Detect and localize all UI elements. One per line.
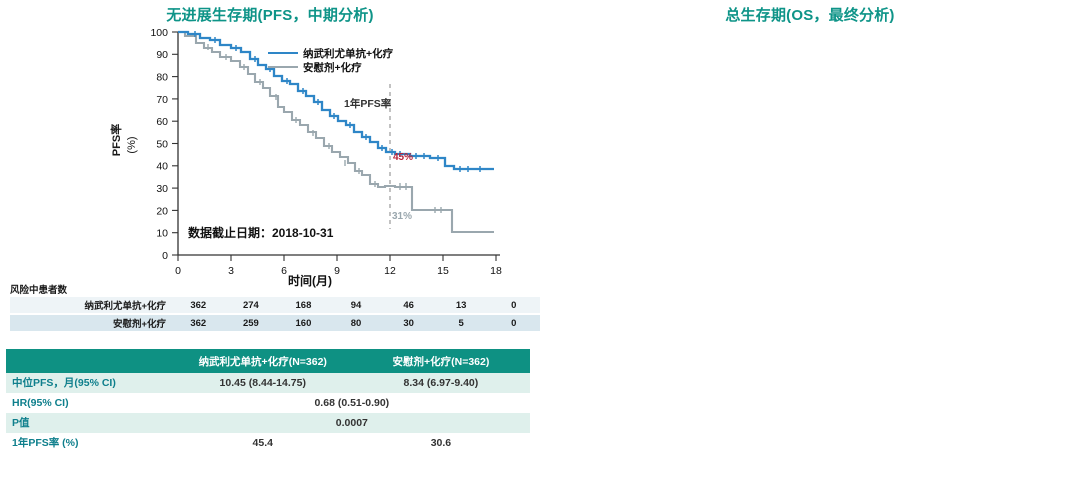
svg-text:0: 0 bbox=[175, 265, 181, 277]
risk-cell: 259 bbox=[242, 317, 259, 329]
svg-text:20: 20 bbox=[156, 205, 168, 217]
treatment-line-swatch bbox=[268, 52, 298, 54]
pfs-legend: 纳武利尤单抗+化疗 安慰剂+化疗 bbox=[268, 46, 393, 74]
svg-text:9: 9 bbox=[334, 265, 340, 277]
pfs-rate-control: 30.6 bbox=[351, 433, 530, 454]
risk-cell: 160 bbox=[295, 317, 312, 329]
risk-cell: 80 bbox=[350, 317, 362, 329]
risk-cell: 46 bbox=[403, 299, 414, 311]
pfs-risk-row-treatment: 纳武利尤单抗+化疗 362 274 168 94 46 13 0 bbox=[10, 297, 540, 313]
svg-text:50: 50 bbox=[156, 138, 168, 150]
pfs-legend-label-treatment: 纳武利尤单抗+化疗 bbox=[303, 47, 394, 60]
pfs-legend-label-control: 安慰剂+化疗 bbox=[303, 61, 362, 74]
risk-cell: 168 bbox=[295, 299, 312, 311]
pfs-summary-header-control: 安慰剂+化疗(N=362) bbox=[351, 349, 530, 373]
svg-text:10: 10 bbox=[156, 228, 168, 240]
control-line-swatch bbox=[268, 66, 298, 68]
svg-text:18: 18 bbox=[490, 265, 502, 277]
pfs-risk-values-control: 362 259 160 80 30 5 0 bbox=[172, 318, 540, 329]
pfs-risk-label-control: 安慰剂+化疗 bbox=[112, 319, 166, 330]
pfs-row-label-rate: 1年PFS率 (%) bbox=[6, 433, 174, 454]
svg-text:70: 70 bbox=[156, 94, 168, 106]
pfs-risk-row-control: 安慰剂+化疗 362 259 160 80 30 5 0 bbox=[10, 315, 540, 331]
pfs-summary-header-treatment: 纳武利尤单抗+化疗(N=362) bbox=[173, 349, 352, 373]
pfs-risk-table: 风险中患者数 纳武利尤单抗+化疗 362 274 168 94 46 13 0 … bbox=[10, 282, 540, 331]
risk-cell: 362 bbox=[190, 299, 207, 311]
pfs-chart-title: 无进展生存期(PFS，中期分析) bbox=[166, 7, 374, 24]
pfs-summary-header-blank bbox=[6, 349, 174, 373]
svg-text:0: 0 bbox=[162, 250, 168, 262]
pfs-x-axis-label: 时间(月) bbox=[288, 274, 332, 288]
pfs-summary-table: 纳武利尤单抗+化疗(N=362) 安慰剂+化疗(N=362) 中位PFS，月(9… bbox=[6, 349, 530, 454]
pfs-row-label-pvalue: P值 bbox=[6, 413, 174, 434]
svg-text:60: 60 bbox=[156, 116, 168, 128]
pfs-rate-treatment: 45.4 bbox=[173, 433, 352, 454]
pfs-row-label-hr: HR(95% CI) bbox=[6, 393, 174, 414]
pfs-summary-row-rate: 1年PFS率 (%) 45.4 30.6 bbox=[6, 433, 530, 454]
svg-text:6: 6 bbox=[281, 265, 287, 277]
risk-cell: 274 bbox=[242, 299, 259, 311]
risk-cell: 0 bbox=[511, 317, 517, 329]
risk-cell: 30 bbox=[403, 317, 414, 329]
svg-text:100: 100 bbox=[150, 27, 168, 39]
pfs-risk-values-treatment: 362 274 168 94 46 13 0 bbox=[172, 300, 540, 311]
pfs-treatment-milestone-value: 45% bbox=[393, 152, 414, 163]
pfs-panel: 无进展生存期(PFS，中期分析) PFS率 (%) bbox=[6, 7, 540, 454]
pfs-milestone-label: 1年PFS率 bbox=[344, 98, 392, 110]
svg-text:40: 40 bbox=[156, 161, 168, 173]
pfs-control-milestone-value: 31% bbox=[392, 211, 413, 222]
risk-cell: 13 bbox=[455, 299, 467, 311]
pfs-legend-item-treatment: 纳武利尤单抗+化疗 bbox=[268, 46, 393, 60]
svg-text:15: 15 bbox=[437, 265, 449, 277]
pfs-row-label-median: 中位PFS，月(95% CI) bbox=[6, 373, 174, 394]
pfs-summary-header-row: 纳武利尤单抗+化疗(N=362) 安慰剂+化疗(N=362) bbox=[6, 349, 530, 373]
risk-cell: 0 bbox=[511, 299, 517, 311]
os-panel: 总生存期(OS，最终分析) OS率 (%) bbox=[540, 0, 1080, 489]
svg-text:90: 90 bbox=[156, 49, 168, 61]
svg-text:3: 3 bbox=[228, 265, 234, 277]
pfs-hr-value: 0.68 (0.51-0.90) bbox=[173, 393, 530, 414]
svg-text:80: 80 bbox=[156, 72, 168, 84]
pfs-plot-area: PFS率 (%) bbox=[100, 24, 520, 288]
pfs-km-curve-svg: 100 90 80 70 60 50 40 30 20 10 0 bbox=[150, 27, 502, 277]
pfs-median-control: 8.34 (6.97-9.40) bbox=[351, 373, 530, 394]
pfs-summary-row-pvalue: P值 0.0007 bbox=[6, 413, 530, 434]
pfs-data-cutoff-note: 数据截止日期：2018-10-31 bbox=[188, 226, 334, 240]
pfs-risk-table-title: 风险中患者数 bbox=[10, 285, 68, 296]
risk-cell: 362 bbox=[190, 317, 207, 329]
pfs-summary-row-median: 中位PFS，月(95% CI) 10.45 (8.44-14.75) 8.34 … bbox=[6, 373, 530, 394]
pfs-summary-row-hr: HR(95% CI) 0.68 (0.51-0.90) bbox=[6, 393, 530, 414]
pfs-legend-item-control: 安慰剂+化疗 bbox=[268, 60, 393, 74]
os-chart-title: 总生存期(OS，最终分析) bbox=[725, 7, 895, 24]
svg-text:30: 30 bbox=[156, 183, 168, 195]
pfs-risk-label-treatment: 纳武利尤单抗+化疗 bbox=[84, 301, 166, 312]
pfs-median-treatment: 10.45 (8.44-14.75) bbox=[173, 373, 352, 394]
risk-cell: 5 bbox=[458, 317, 464, 329]
pfs-pvalue: 0.0007 bbox=[173, 413, 530, 434]
risk-cell: 94 bbox=[350, 299, 362, 311]
svg-text:12: 12 bbox=[384, 265, 396, 277]
